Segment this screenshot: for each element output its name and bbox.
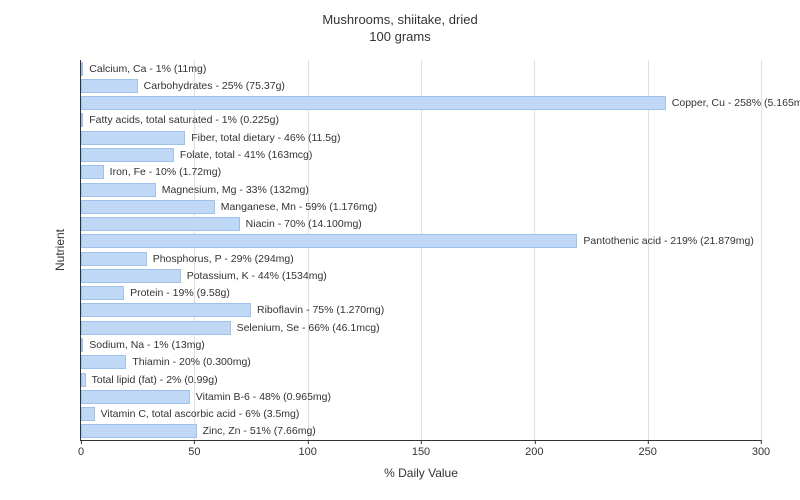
x-tick: 150 [412, 440, 430, 458]
gridline [761, 60, 762, 440]
nutrient-bar [81, 165, 104, 179]
nutrient-bar [81, 286, 124, 300]
x-tick: 50 [188, 440, 200, 458]
nutrient-bar [81, 113, 83, 127]
nutrient-label: Carbohydrates - 25% (75.37g) [140, 79, 285, 93]
nutrient-bar [81, 200, 215, 214]
nutrient-label: Phosphorus, P - 29% (294mg) [149, 252, 294, 266]
x-tick: 250 [638, 440, 656, 458]
nutrient-bar [81, 234, 577, 248]
title-line-1: Mushrooms, shiitake, dried [0, 12, 800, 29]
nutrient-bar [81, 390, 190, 404]
nutrient-label: Copper, Cu - 258% (5.165mg) [668, 96, 800, 110]
nutrient-bar [81, 338, 83, 352]
gridline [648, 60, 649, 440]
title-line-2: 100 grams [0, 29, 800, 46]
nutrient-bar [81, 424, 197, 438]
nutrient-label: Calcium, Ca - 1% (11mg) [85, 62, 206, 76]
nutrient-label: Sodium, Na - 1% (13mg) [85, 338, 205, 352]
nutrient-label: Magnesium, Mg - 33% (132mg) [158, 183, 309, 197]
gridline [534, 60, 535, 440]
x-tick: 0 [78, 440, 84, 458]
chart-container: Mushrooms, shiitake, dried 100 grams Nut… [0, 0, 800, 500]
nutrient-bar [81, 217, 240, 231]
nutrient-label: Pantothenic acid - 219% (21.879mg) [579, 234, 753, 248]
nutrient-bar [81, 79, 138, 93]
nutrient-bar [81, 303, 251, 317]
x-tick: 100 [298, 440, 316, 458]
x-tick: 200 [525, 440, 543, 458]
nutrient-bar [81, 355, 126, 369]
y-axis-label: Nutrient [53, 229, 67, 271]
nutrient-label: Fatty acids, total saturated - 1% (0.225… [85, 113, 279, 127]
x-axis-label: % Daily Value [384, 466, 458, 480]
nutrient-bar [81, 407, 95, 421]
nutrient-label: Vitamin C, total ascorbic acid - 6% (3.5… [97, 407, 300, 421]
nutrient-bar [81, 148, 174, 162]
plot-area: Nutrient % Daily Value 05010015020025030… [80, 60, 761, 441]
nutrient-bar [81, 131, 185, 145]
nutrient-label: Zinc, Zn - 51% (7.66mg) [199, 424, 316, 438]
gridline [308, 60, 309, 440]
x-tick: 300 [752, 440, 770, 458]
nutrient-label: Iron, Fe - 10% (1.72mg) [106, 165, 221, 179]
nutrient-bar [81, 183, 156, 197]
nutrient-label: Potassium, K - 44% (1534mg) [183, 269, 327, 283]
nutrient-label: Thiamin - 20% (0.300mg) [128, 355, 250, 369]
nutrient-label: Selenium, Se - 66% (46.1mcg) [233, 321, 380, 335]
nutrient-label: Protein - 19% (9.58g) [126, 286, 230, 300]
nutrient-label: Manganese, Mn - 59% (1.176mg) [217, 200, 377, 214]
gridline [421, 60, 422, 440]
nutrient-bar [81, 96, 666, 110]
nutrient-label: Fiber, total dietary - 46% (11.5g) [187, 131, 340, 145]
chart-title: Mushrooms, shiitake, dried 100 grams [0, 0, 800, 46]
nutrient-label: Niacin - 70% (14.100mg) [242, 217, 362, 231]
nutrient-label: Total lipid (fat) - 2% (0.99g) [88, 373, 218, 387]
nutrient-bar [81, 269, 181, 283]
nutrient-bar [81, 373, 86, 387]
nutrient-label: Vitamin B-6 - 48% (0.965mg) [192, 390, 331, 404]
nutrient-label: Riboflavin - 75% (1.270mg) [253, 303, 384, 317]
nutrient-bar [81, 62, 83, 76]
nutrient-label: Folate, total - 41% (163mcg) [176, 148, 312, 162]
nutrient-bar [81, 252, 147, 266]
nutrient-bar [81, 321, 231, 335]
